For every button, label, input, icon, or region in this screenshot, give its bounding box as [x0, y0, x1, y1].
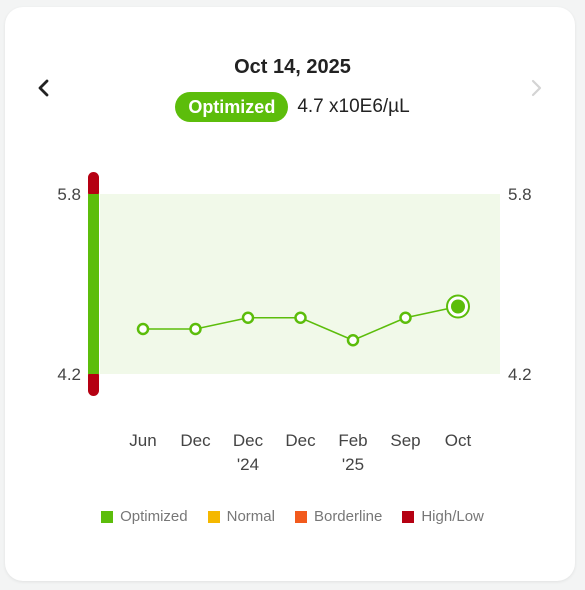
y-tick-label-right: 4.2: [508, 365, 532, 384]
status-row: Optimized 4.7 x10E6/µL: [0, 92, 585, 122]
legend-swatch: [402, 510, 415, 523]
trend-chart: 5.8 5.8 4.2 4.2 Jun Dec Dec '24 Dec Feb '25 Sep Oct: [57, 172, 532, 474]
legend-item-normal: Normal: [207, 508, 275, 525]
legend-swatch: [294, 510, 307, 523]
x-tick-label: Oct: [445, 431, 472, 450]
x-tick-label: Sep: [390, 431, 420, 450]
data-point: [294, 311, 307, 324]
next-button[interactable]: [521, 73, 551, 103]
legend-item-optimized: Optimized: [101, 508, 188, 525]
legend-swatch: [207, 510, 220, 523]
result-date: Oct 14, 2025: [234, 56, 351, 78]
data-point: [189, 322, 202, 336]
result-value: 4.7 x10E6/µL: [297, 96, 410, 117]
x-tick-label: Jun: [129, 431, 156, 450]
status-badge: Optimized: [175, 92, 289, 122]
y-tick-label-right: 5.8: [508, 185, 532, 204]
x-tick-label: '25: [342, 455, 364, 474]
data-point: [346, 334, 360, 347]
legend: Optimized Normal Borderline High/Low: [0, 508, 585, 525]
highlighted-data-point: [451, 299, 465, 314]
y-tick-label-left: 4.2: [57, 365, 81, 384]
legend-item-high-low: High/Low: [402, 508, 484, 525]
legend-label: Optimized: [120, 508, 188, 525]
x-tick-label: Dec: [285, 431, 316, 450]
legend-label: High/Low: [421, 508, 484, 525]
legend-item-borderline: Borderline: [294, 508, 383, 525]
x-tick-label: Feb: [338, 431, 367, 450]
data-point: [136, 322, 150, 336]
y-tick-label-left: 5.8: [57, 185, 81, 204]
data-point: [241, 311, 255, 324]
legend-label: Normal: [226, 508, 275, 525]
chevron-right-icon: [531, 79, 542, 97]
optimized-range-band: [100, 194, 500, 374]
data-point: [399, 311, 412, 324]
range-bar-optimized: [88, 194, 99, 374]
x-tick-label: Dec: [233, 431, 264, 450]
range-bar-low: [88, 370, 99, 396]
x-tick-label: '24: [237, 455, 259, 474]
range-bar-high: [88, 172, 99, 198]
legend-swatch: [101, 510, 114, 523]
x-tick-label: Dec: [180, 431, 211, 450]
legend-label: Borderline: [313, 508, 383, 525]
chevron-left-icon: [38, 79, 49, 97]
previous-button[interactable]: [29, 73, 59, 103]
